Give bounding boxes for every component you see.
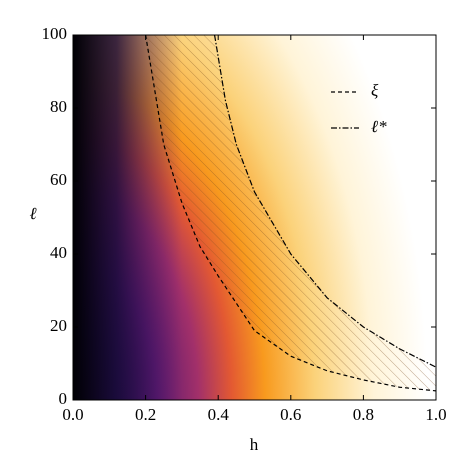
x-tick-label: 0.4 — [208, 405, 230, 424]
x-tick-label: 0.0 — [62, 405, 83, 424]
x-tick-label: 1.0 — [425, 405, 446, 424]
y-axis-label: ℓ — [29, 204, 36, 223]
hatch-region — [145, 35, 436, 391]
legend-label: ℓ* — [371, 117, 387, 136]
y-tick-label: 60 — [50, 170, 67, 189]
legend-label: ξ — [371, 81, 379, 100]
x-tick-label: 0.2 — [135, 405, 156, 424]
y-tick-label: 20 — [50, 316, 67, 335]
x-axis-label: h — [250, 435, 259, 454]
x-tick-label: 0.8 — [353, 405, 374, 424]
plot-frame — [72, 34, 437, 401]
y-tick-label: 100 — [42, 24, 68, 43]
y-tick-label: 40 — [50, 243, 67, 262]
plot-area — [73, 35, 436, 400]
series-line — [213, 35, 436, 368]
y-tick-label: 80 — [50, 97, 67, 116]
x-tick-label: 0.6 — [280, 405, 301, 424]
y-tick-label: 0 — [59, 389, 68, 408]
